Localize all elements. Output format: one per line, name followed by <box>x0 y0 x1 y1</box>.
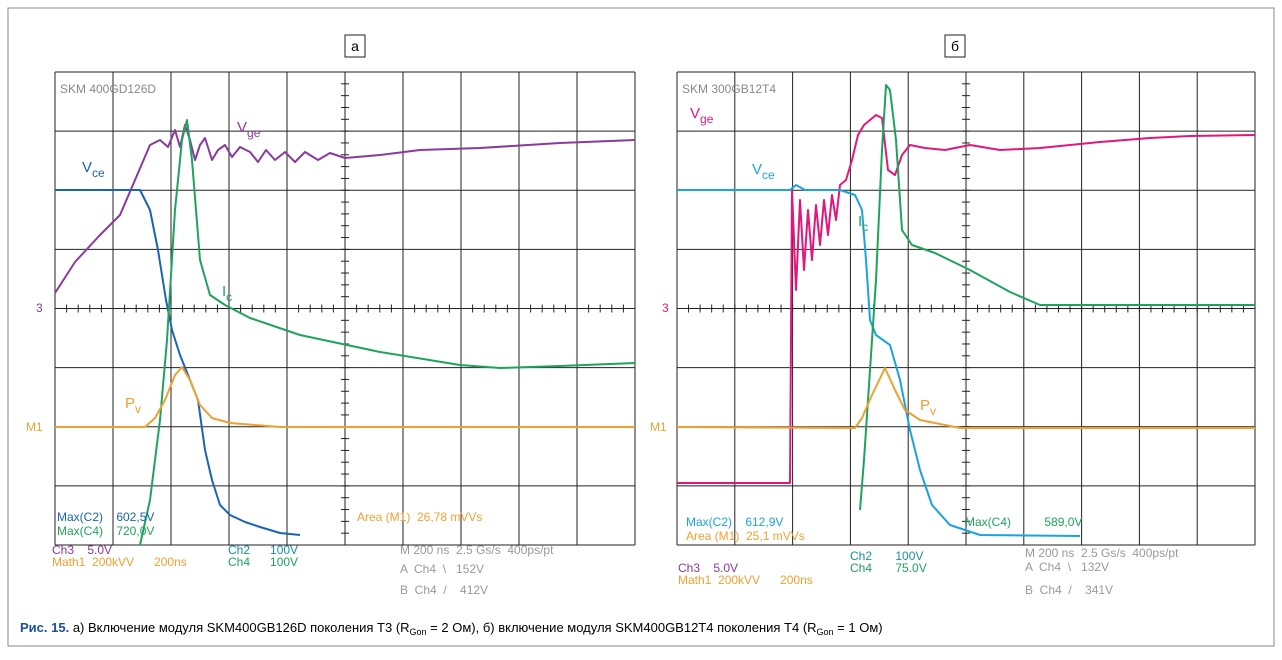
trace-label: Vce <box>752 161 775 182</box>
caption: Рис. 15. а) Включение модуля SKM400GB126… <box>20 620 883 637</box>
readout: M 200 ns 2.5 Gs/s 400ps/pt <box>1025 546 1179 560</box>
readout: Max(C2) 602,5V <box>57 510 154 524</box>
channel-marker: M1 <box>26 420 43 434</box>
readout: B Ch4 / 412V <box>400 583 488 597</box>
readout: Ch4 75.0V <box>850 561 927 575</box>
figure: а б SKM 400GD126D Vge Vce Ic Pv 3 M1 Max… <box>0 0 1282 655</box>
readout: Math1 200kVV 200ns <box>52 555 187 569</box>
trace-label: Pv <box>920 397 936 418</box>
channel-marker: M1 <box>650 420 667 434</box>
trace-label: Vce <box>82 159 105 180</box>
panel-label: а <box>351 38 359 54</box>
readout: Max(C2) 612,9V <box>686 515 783 529</box>
trace-label: Vge <box>690 105 714 126</box>
readout: Math1 200kVV 200ns <box>678 573 813 587</box>
channel-marker: 3 <box>36 301 43 315</box>
trace-label: Ic <box>222 283 232 304</box>
channel-marker: 3 <box>662 301 669 315</box>
device-name: SKM 300GB12T4 <box>682 82 776 96</box>
readout: Area (M1) 26,78 mVVs <box>357 510 482 524</box>
trace-label: Vge <box>237 119 261 140</box>
readout: Ch4 100V <box>228 555 298 569</box>
readout: Area (M1) 25,1 mVVs <box>686 529 805 543</box>
device-name: SKM 400GD126D <box>60 82 156 96</box>
ic-trace <box>860 85 1255 510</box>
readout: M 200 ns 2.5 Gs/s 400ps/pt <box>400 543 554 557</box>
readout: B Ch4 / 341V <box>1025 583 1113 597</box>
readout: A Ch4 \ 132V <box>1025 560 1109 574</box>
ic-trace <box>140 120 635 545</box>
readout: Max(C4) 589,0V <box>965 515 1082 529</box>
readout: A Ch4 \ 152V <box>400 562 484 576</box>
trace-label: Pv <box>125 395 141 416</box>
scope-grid <box>677 72 1255 545</box>
readout: Max(C4) 720,0V <box>57 524 154 538</box>
panel-label: б <box>951 38 959 54</box>
vce-trace <box>55 190 300 535</box>
